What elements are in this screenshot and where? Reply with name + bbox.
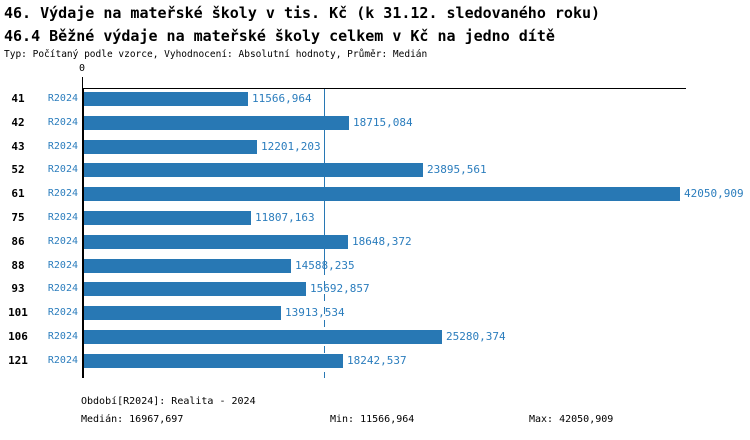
category-label: 43: [11, 140, 25, 153]
bar: [84, 163, 423, 177]
bar: [84, 259, 291, 273]
series-label: R2024: [47, 93, 78, 104]
bar: [84, 235, 348, 249]
category-label: 88: [11, 259, 25, 272]
bar-value-label: 18715,084: [353, 116, 413, 129]
category-label: 106: [8, 330, 28, 343]
bar-value-label: 25280,374: [446, 330, 506, 343]
series-label: R2024: [47, 260, 78, 271]
page-title: 46. Výdaje na mateřské školy v tis. Kč (…: [4, 4, 601, 22]
bar-value-label: 15692,857: [310, 282, 370, 295]
category-label: 101: [8, 306, 28, 319]
footer-min: Min: 11566,964: [330, 414, 415, 425]
bar: [84, 282, 306, 296]
bar: [84, 116, 349, 130]
bar-value-label: 11566,964: [252, 92, 312, 105]
category-label: 42: [11, 116, 25, 129]
bar-value-label: 42050,909: [684, 187, 744, 200]
bar: [84, 330, 442, 344]
footer-max: Max: 42050,909: [529, 414, 614, 425]
series-label: R2024: [47, 355, 78, 366]
median-line-dashed-segment: [324, 268, 325, 378]
bar-value-label: 13913,534: [285, 306, 345, 319]
x-axis-line: [82, 88, 686, 89]
x-axis-zero-tick-mark: [82, 77, 83, 88]
footer-median: Medián: 16967,697: [81, 414, 184, 425]
x-axis-zero-tick-label: 0: [78, 63, 86, 74]
bar-value-label: 18648,372: [352, 235, 412, 248]
series-label: R2024: [47, 331, 78, 342]
series-label: R2024: [47, 283, 78, 294]
bar: [84, 140, 257, 154]
series-label: R2024: [47, 141, 78, 152]
bar-value-label: 12201,203: [261, 140, 321, 153]
bar: [84, 306, 281, 320]
bar-value-label: 23895,561: [427, 163, 487, 176]
y-axis-line: [82, 88, 84, 378]
bar-value-label: 18242,537: [347, 354, 407, 367]
series-label: R2024: [47, 188, 78, 199]
series-label: R2024: [47, 236, 78, 247]
bar: [84, 187, 680, 201]
bar: [84, 354, 343, 368]
bar: [84, 92, 248, 106]
bar-value-label: 14588,235: [295, 259, 355, 272]
category-label: 93: [11, 282, 25, 295]
category-label: 121: [8, 354, 28, 367]
series-label: R2024: [47, 117, 78, 128]
chart-meta-info: Typ: Počítaný podle vzorce, Vyhodnocení:…: [4, 49, 428, 60]
series-label: R2024: [47, 307, 78, 318]
category-label: 52: [11, 163, 25, 176]
series-label: R2024: [47, 212, 78, 223]
category-label: 75: [11, 211, 25, 224]
footer-period: Období[R2024]: Realita - 2024: [81, 396, 256, 407]
median-line-solid-segment: [324, 89, 325, 268]
category-label: 61: [11, 187, 25, 200]
category-label: 41: [11, 92, 25, 105]
category-label: 86: [11, 235, 25, 248]
page-subtitle: 46.4 Běžné výdaje na mateřské školy celk…: [4, 27, 555, 45]
bar: [84, 211, 251, 225]
series-label: R2024: [47, 164, 78, 175]
bar-value-label: 11807,163: [255, 211, 315, 224]
